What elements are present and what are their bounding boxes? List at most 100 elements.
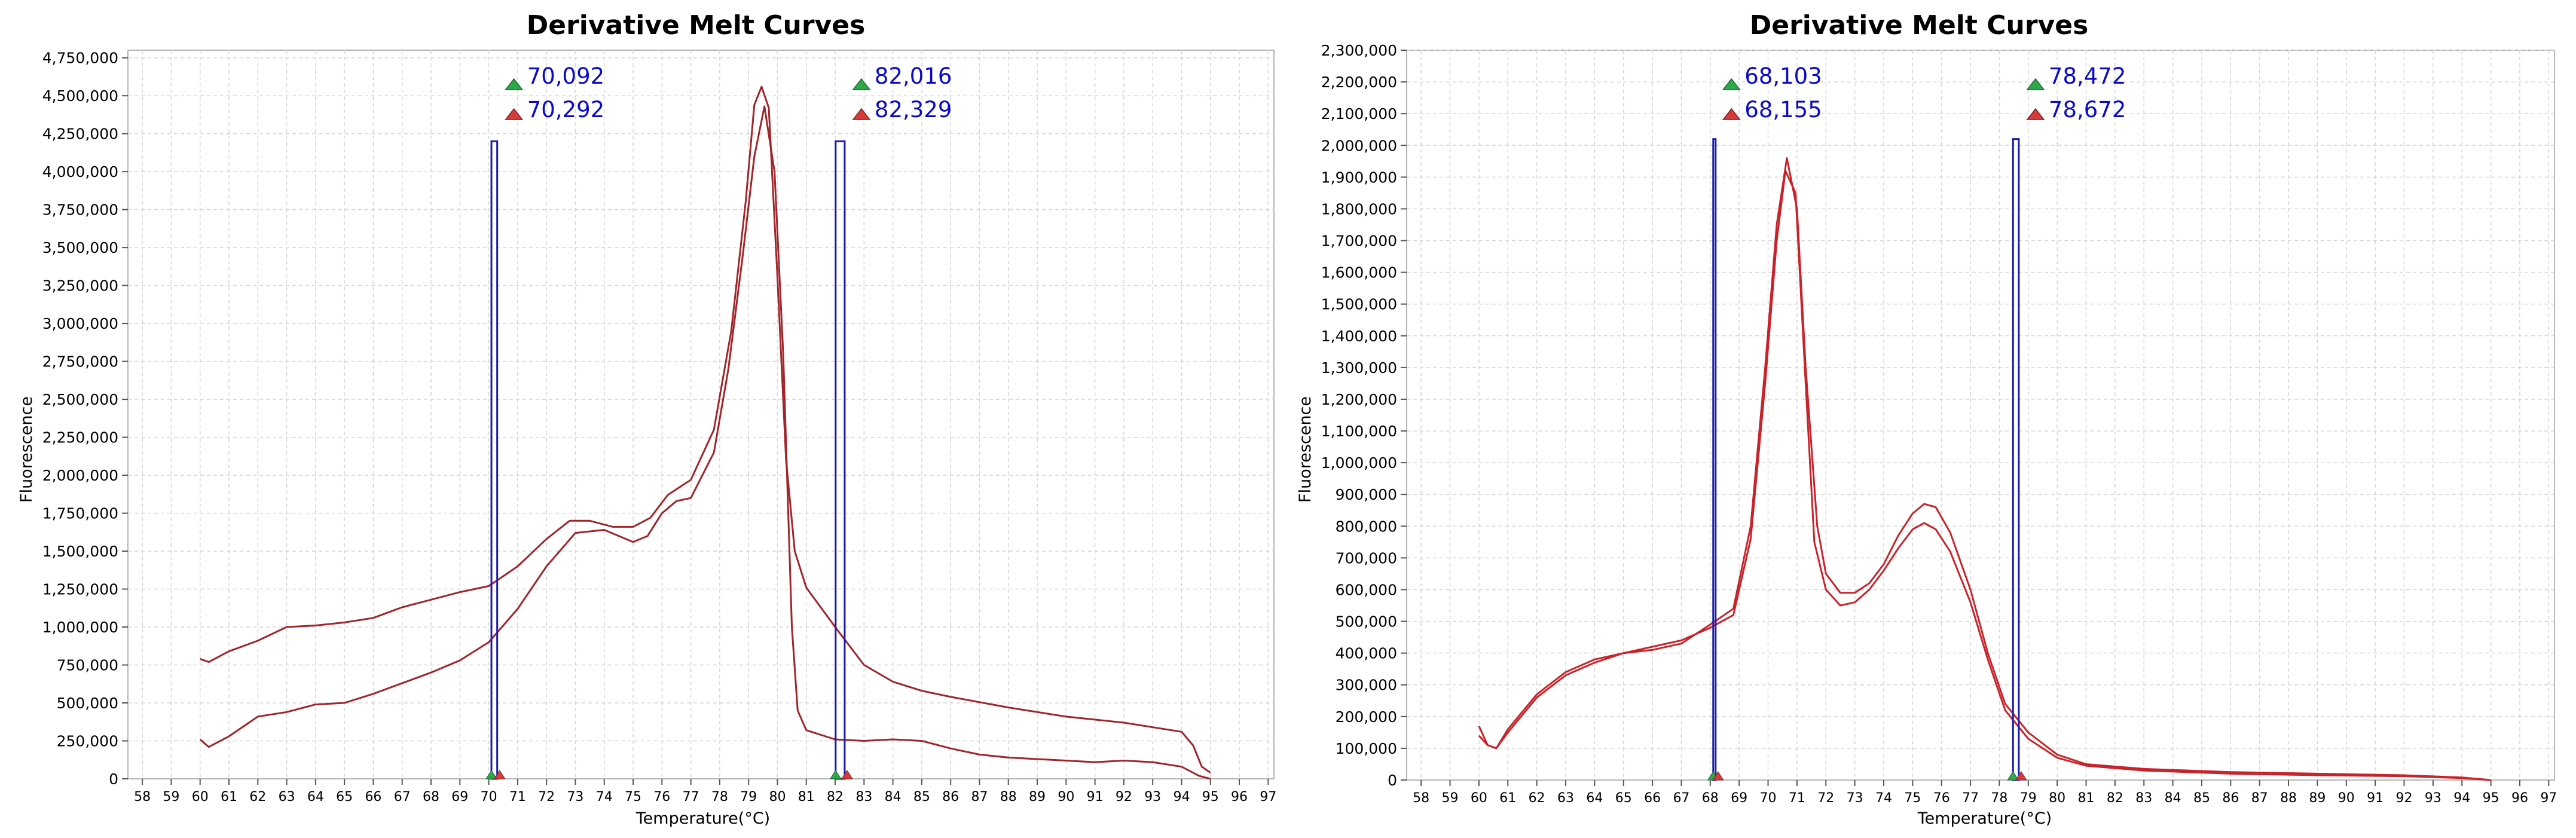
y-tick-label: 400,000 xyxy=(1336,645,1397,662)
series-group-d xyxy=(1478,157,2491,781)
y-tick-label: 500,000 xyxy=(1336,613,1397,631)
marker-handle-start[interactable] xyxy=(485,770,497,779)
up-triangle-icon xyxy=(1722,78,1741,90)
marker-handle-end[interactable] xyxy=(1712,771,1724,781)
x-tick-label: 70 xyxy=(481,790,497,805)
marker-handle-end[interactable] xyxy=(493,770,506,779)
x-tick-label: 73 xyxy=(1847,791,1863,806)
y-tick-label: 250,000 xyxy=(57,733,118,750)
y-tick-label: 1,250,000 xyxy=(42,581,118,598)
x-tick-label: 65 xyxy=(336,790,353,805)
y-tick-label: 1,900,000 xyxy=(1321,169,1397,186)
x-tick-label: 82 xyxy=(827,790,844,805)
y-tick-label: 200,000 xyxy=(1336,708,1397,726)
x-tick-label: 75 xyxy=(625,790,641,805)
y-tick-label: 1,500,000 xyxy=(42,543,118,560)
markers-group-d: 68,103 68,155 78,472 78,672 xyxy=(1707,63,2126,781)
x-tick-label: 94 xyxy=(2453,791,2470,806)
x-tick-label: 87 xyxy=(971,790,988,805)
plot-area-c xyxy=(127,50,1275,779)
x-tick-label: 69 xyxy=(1731,791,1747,806)
x-tick-label: 72 xyxy=(1817,791,1834,806)
x-tick-label: 94 xyxy=(1173,790,1190,805)
x-tick-label: 66 xyxy=(365,790,381,805)
x-tick-label: 76 xyxy=(1933,791,1950,806)
marker-label-end: 78,672 xyxy=(2049,97,2126,123)
up-triangle-icon xyxy=(852,78,871,90)
marker-label-start: 70,092 xyxy=(527,63,604,89)
y-tick-label: 900,000 xyxy=(1336,486,1397,503)
x-tick-label: 92 xyxy=(2396,791,2413,806)
x-tick-label: 59 xyxy=(1442,791,1459,806)
y-tick-label: 2,000,000 xyxy=(1321,137,1397,154)
y-tick-label: 1,500,000 xyxy=(1321,296,1397,313)
y-tick-label: 500,000 xyxy=(57,695,118,712)
marker-handle-end[interactable] xyxy=(2015,771,2027,781)
markers-group-c: 70,092 70,292 82,016 82,329 xyxy=(485,63,952,780)
y-tick-label: 800,000 xyxy=(1336,518,1397,535)
x-tick-label: 76 xyxy=(653,790,670,805)
y-ticks-c: 0 250,000 500,000 750,000 1,000,000 1,250,000… xyxy=(42,50,128,788)
x-axis-label-c: Temperature(°C) xyxy=(635,809,770,828)
melt-curve-2 xyxy=(1478,170,2491,781)
x-tick-label: 96 xyxy=(2511,791,2528,806)
y-tick-label: 4,500,000 xyxy=(42,87,118,105)
grid-d xyxy=(1407,50,2554,780)
y-tick-label: 1,700,000 xyxy=(1321,233,1397,250)
x-tick-label: 79 xyxy=(740,790,757,805)
chart-title-d: Derivative Melt Curves xyxy=(1750,10,2089,41)
x-tick-label: 97 xyxy=(1260,790,1276,805)
x-tick-label: 67 xyxy=(1673,791,1689,806)
marker-handle-start[interactable] xyxy=(829,770,842,779)
up-triangle-icon xyxy=(505,78,524,90)
y-tick-label: 0 xyxy=(1388,772,1397,789)
x-tick-label: 74 xyxy=(596,790,613,805)
marker-label-start: 78,472 xyxy=(2049,63,2126,89)
y-tick-label: 2,000,000 xyxy=(42,467,118,484)
marker-handle-start[interactable] xyxy=(2007,771,2019,781)
x-tick-label: 78 xyxy=(1991,791,2007,806)
y-tick-label: 1,600,000 xyxy=(1321,264,1397,282)
x-tick-label: 86 xyxy=(942,790,959,805)
x-tick-label: 75 xyxy=(1904,791,1921,806)
y-tick-label: 300,000 xyxy=(1336,677,1397,694)
marker-handle-end[interactable] xyxy=(841,770,853,779)
y-tick-label: 1,200,000 xyxy=(1321,391,1397,408)
y-tick-label: 3,000,000 xyxy=(42,315,118,332)
y-tick-label: 2,300,000 xyxy=(1321,42,1397,59)
melt-curve-1 xyxy=(200,85,1211,774)
series-group-c xyxy=(199,85,1211,780)
marker-label-end: 70,292 xyxy=(527,97,604,123)
y-tick-label: 2,500,000 xyxy=(42,391,118,408)
x-tick-label: 97 xyxy=(2540,791,2557,806)
y-tick-label: 2,200,000 xyxy=(1321,74,1397,91)
x-tick-label: 60 xyxy=(192,790,209,805)
x-tick-label: 91 xyxy=(2367,791,2384,806)
y-tick-label: 1,800,000 xyxy=(1321,200,1397,218)
down-triangle-icon xyxy=(505,108,524,120)
x-tick-label: 61 xyxy=(221,790,237,805)
x-tick-label: 85 xyxy=(2193,791,2210,806)
x-tick-label: 62 xyxy=(1529,791,1545,806)
down-triangle-icon xyxy=(852,108,871,120)
y-tick-label: 750,000 xyxy=(57,657,118,674)
y-tick-label: 2,250,000 xyxy=(42,429,118,446)
x-tick-label: 88 xyxy=(1000,790,1017,805)
y-tick-label: 2,100,000 xyxy=(1321,105,1397,123)
plot-area-d xyxy=(1406,50,2555,781)
melt-curve-2 xyxy=(199,105,1211,780)
marker-label-end: 82,329 xyxy=(875,97,952,123)
x-tick-label: 90 xyxy=(2338,791,2355,806)
x-tick-label: 72 xyxy=(538,790,555,805)
y-tick-label: 100,000 xyxy=(1336,740,1397,757)
up-triangle-icon xyxy=(2026,78,2045,90)
y-axis-label-c: Fluorescence xyxy=(17,396,36,503)
x-tick-label: 71 xyxy=(1789,791,1805,806)
x-tick-label: 62 xyxy=(249,790,266,805)
x-tick-label: 73 xyxy=(567,790,583,805)
x-tick-label: 63 xyxy=(279,790,295,805)
x-tick-label: 95 xyxy=(2483,791,2499,806)
chart-title-c: Derivative Melt Curves xyxy=(527,10,866,41)
x-tick-label: 88 xyxy=(2280,791,2297,806)
